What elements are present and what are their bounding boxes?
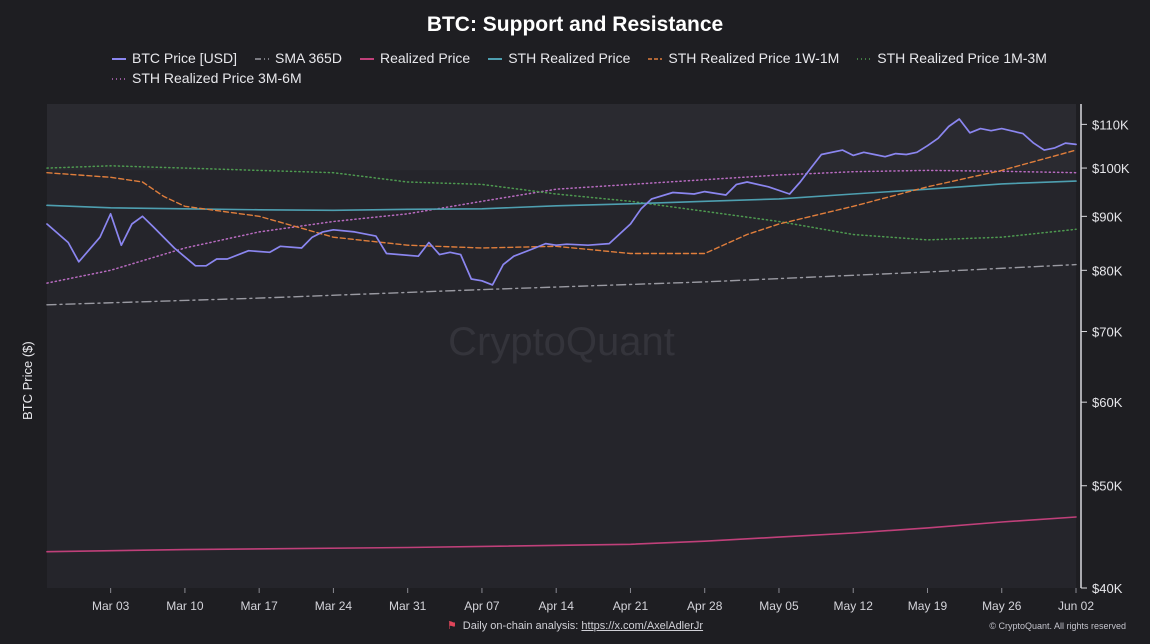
x-tick-label: Mar 10 [166, 599, 204, 613]
x-tick-label: Mar 03 [92, 599, 130, 613]
y-tick-label: $70K [1092, 325, 1123, 340]
legend-swatch-sth-1w-1m [648, 55, 663, 63]
y-tick-label: $60K [1092, 395, 1123, 410]
footer: ⚑ Daily on-chain analysis: https://x.com/… [0, 619, 1150, 632]
y-tick-label: $110K [1092, 117, 1129, 132]
series-line-realized-price[interactable] [46, 516, 1077, 553]
flag-icon: ⚑ [446, 620, 457, 632]
series-line-btc-price-usd[interactable] [46, 118, 1077, 286]
footer-link[interactable]: https://x.com/AxelAdlerJr [581, 620, 704, 632]
y-tick-label: $40K [1092, 581, 1123, 596]
legend-label-sth-1w-1m: STH Realized Price 1W-1M [668, 50, 840, 66]
legend-swatch-realized-price [359, 55, 374, 63]
x-tick-label: May 19 [908, 599, 948, 613]
series-line-sth-realized-price-1w-1m[interactable] [46, 149, 1077, 255]
legend-swatch-btc-price [112, 55, 126, 63]
watermark: CryptoQuant [448, 320, 675, 364]
chart-legend: BTC Price [USD] SMA 365D Realized Price … [112, 50, 1072, 87]
plot-highlight-band [47, 104, 1076, 171]
legend-item-btc-price[interactable]: BTC Price [USD] [112, 50, 237, 67]
x-tick-label: May 12 [834, 599, 874, 613]
legend-item-sth-realized-price[interactable]: STH Realized Price [488, 50, 630, 67]
y-tick-label: $50K [1092, 479, 1123, 494]
plot-area [47, 104, 1076, 588]
y-tick-label: $80K [1092, 263, 1123, 278]
chart-title: BTC: Support and Resistance [426, 13, 724, 36]
x-tick-label: May 05 [759, 599, 799, 613]
legend-label-btc-price: BTC Price [USD] [132, 50, 238, 66]
x-tick-label: May 26 [982, 599, 1022, 613]
footer-text: Daily on-chain analysis: [462, 620, 582, 632]
series-line-sth-realized-price-3m-6m[interactable] [46, 169, 1077, 284]
copyright: © CryptoQuant. All rights reserved [989, 621, 1126, 631]
y-tick-label: $90K [1092, 209, 1123, 224]
x-tick-label: Mar 24 [315, 599, 353, 613]
x-tick-label: Jun 02 [1058, 599, 1094, 613]
legend-label-sth-3m-6m: STH Realized Price 3M-6M [132, 70, 302, 86]
legend-item-sth-1w-1m[interactable]: STH Realized Price 1W-1M [648, 50, 839, 67]
legend-item-sth-3m-6m[interactable]: STH Realized Price 3M-6M [112, 70, 302, 87]
x-tick-label: Apr 28 [687, 599, 723, 613]
legend-item-sma-365d[interactable]: SMA 365D [255, 50, 342, 67]
y-tick-label: $100K [1092, 161, 1130, 176]
x-tick-label: Apr 14 [539, 599, 575, 613]
x-tick-label: Mar 31 [389, 599, 427, 613]
legend-label-realized-price: Realized Price [379, 50, 471, 66]
series-line-sma-365d[interactable] [46, 263, 1077, 306]
x-tick-label: Apr 07 [464, 599, 500, 613]
legend-swatch-sth-realized-price [488, 55, 503, 63]
legend-label-sth-realized-price: STH Realized Price [508, 50, 631, 66]
legend-label-sth-1m-3m: STH Realized Price 1M-3M [877, 50, 1047, 66]
legend-item-realized-price[interactable]: Realized Price [359, 50, 471, 67]
legend-label-sma-365d: SMA 365D [275, 50, 342, 66]
x-tick-label: Apr 21 [613, 599, 649, 613]
legend-swatch-sma-365d [255, 55, 270, 63]
legend-item-sth-1m-3m[interactable]: STH Realized Price 1M-3M [857, 50, 1047, 67]
x-tick-label: Mar 17 [240, 599, 278, 613]
